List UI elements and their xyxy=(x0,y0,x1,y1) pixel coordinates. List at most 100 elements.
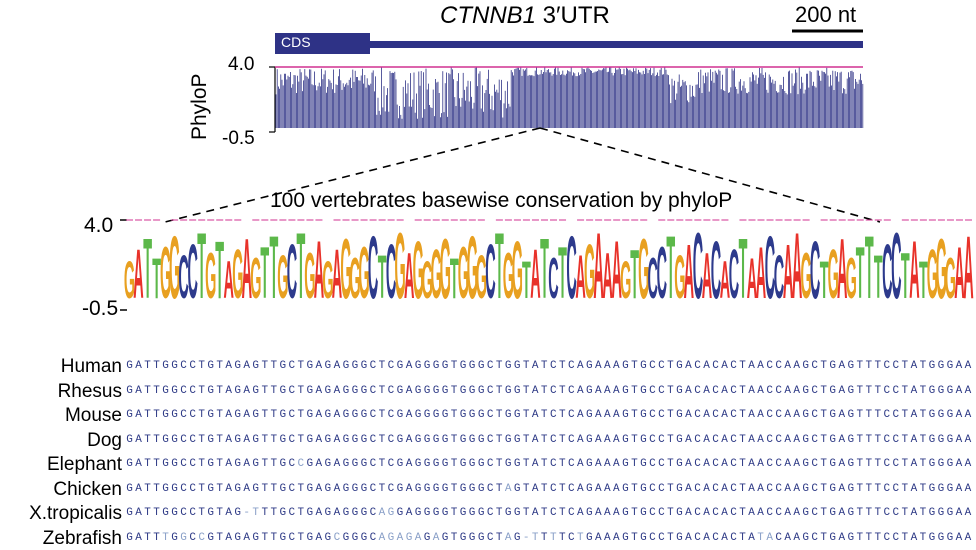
base: A xyxy=(910,433,918,446)
base: A xyxy=(964,360,972,372)
base: C xyxy=(369,360,377,372)
base: C xyxy=(883,433,891,446)
logo-letter: G xyxy=(467,217,478,318)
base: A xyxy=(613,384,620,397)
base: G xyxy=(126,384,133,397)
base: A xyxy=(793,531,800,544)
base: T xyxy=(540,507,548,519)
base: A xyxy=(595,360,602,372)
logo-letter: A xyxy=(314,226,324,317)
base: G xyxy=(802,433,809,446)
base: T xyxy=(739,433,746,446)
base: A xyxy=(613,360,620,372)
base: A xyxy=(955,482,963,495)
base: G xyxy=(802,458,809,470)
base: C xyxy=(694,360,701,372)
base: T xyxy=(540,458,548,470)
logo-letter: C xyxy=(810,226,820,317)
base: T xyxy=(901,409,909,421)
base: C xyxy=(180,384,187,397)
base: C xyxy=(549,360,557,372)
base: A xyxy=(504,531,512,544)
base: T xyxy=(865,458,873,470)
logo-letter: T xyxy=(630,236,639,314)
base: A xyxy=(315,507,323,519)
base: A xyxy=(955,458,963,470)
base: G xyxy=(946,409,954,421)
base: T xyxy=(198,482,205,495)
base: T xyxy=(820,409,828,421)
base: T xyxy=(153,507,160,519)
logo-letter: T xyxy=(297,216,306,319)
base: T xyxy=(450,507,458,519)
base: A xyxy=(333,360,341,372)
base: C xyxy=(712,433,719,446)
base: C xyxy=(567,531,575,544)
base: C xyxy=(766,458,773,470)
base: G xyxy=(802,409,809,421)
base: C xyxy=(567,507,575,519)
base: G xyxy=(351,507,359,519)
base: C xyxy=(892,482,900,495)
base: G xyxy=(234,384,241,397)
base: A xyxy=(405,360,413,372)
base: C xyxy=(730,433,737,446)
base: G xyxy=(622,482,629,495)
base: T xyxy=(144,409,151,421)
base: C xyxy=(387,433,395,446)
base: C xyxy=(766,409,773,421)
base: G xyxy=(351,433,359,446)
base: T xyxy=(297,360,305,372)
base: G xyxy=(640,433,647,446)
base: G xyxy=(459,409,467,421)
base: T xyxy=(667,360,674,372)
logo-letter: C xyxy=(657,233,667,315)
base: G xyxy=(396,482,404,495)
base: G xyxy=(234,507,241,519)
base: T xyxy=(198,458,205,470)
base: A xyxy=(838,507,846,519)
base: G xyxy=(360,384,368,397)
base: C xyxy=(180,433,187,446)
base: T xyxy=(631,433,638,446)
base: G xyxy=(946,531,954,544)
base: C xyxy=(892,433,900,446)
base: C xyxy=(369,482,377,495)
logo-letter: G xyxy=(394,216,405,319)
logo-letter: T xyxy=(865,217,874,318)
base: T xyxy=(820,458,828,470)
base: G xyxy=(640,531,647,544)
base: T xyxy=(739,360,746,372)
base: G xyxy=(279,507,287,519)
base: A xyxy=(955,409,963,421)
base: T xyxy=(540,384,548,397)
base: C xyxy=(567,482,575,495)
logo-letter: G xyxy=(277,244,288,311)
base: G xyxy=(279,409,287,421)
base: G xyxy=(396,360,404,372)
base: T xyxy=(739,409,746,421)
base: C xyxy=(658,531,665,544)
base: G xyxy=(477,531,485,544)
base: G xyxy=(351,531,359,544)
base: T xyxy=(739,482,746,495)
logo-letter: T xyxy=(450,246,459,310)
base: A xyxy=(757,482,764,495)
base: G xyxy=(928,531,936,544)
base: T xyxy=(450,482,458,495)
base: G xyxy=(504,433,512,446)
base: G xyxy=(162,384,169,397)
base: T xyxy=(450,433,458,446)
logo-letter: G xyxy=(349,246,360,310)
base: G xyxy=(171,384,178,397)
base: T xyxy=(216,384,223,397)
base: C xyxy=(694,507,701,519)
base: A xyxy=(955,531,963,544)
base: C xyxy=(883,507,891,519)
base: G xyxy=(468,507,476,519)
logo-letter: C xyxy=(485,228,495,314)
base: T xyxy=(558,482,566,495)
base: T xyxy=(667,458,674,470)
base: T xyxy=(631,531,638,544)
